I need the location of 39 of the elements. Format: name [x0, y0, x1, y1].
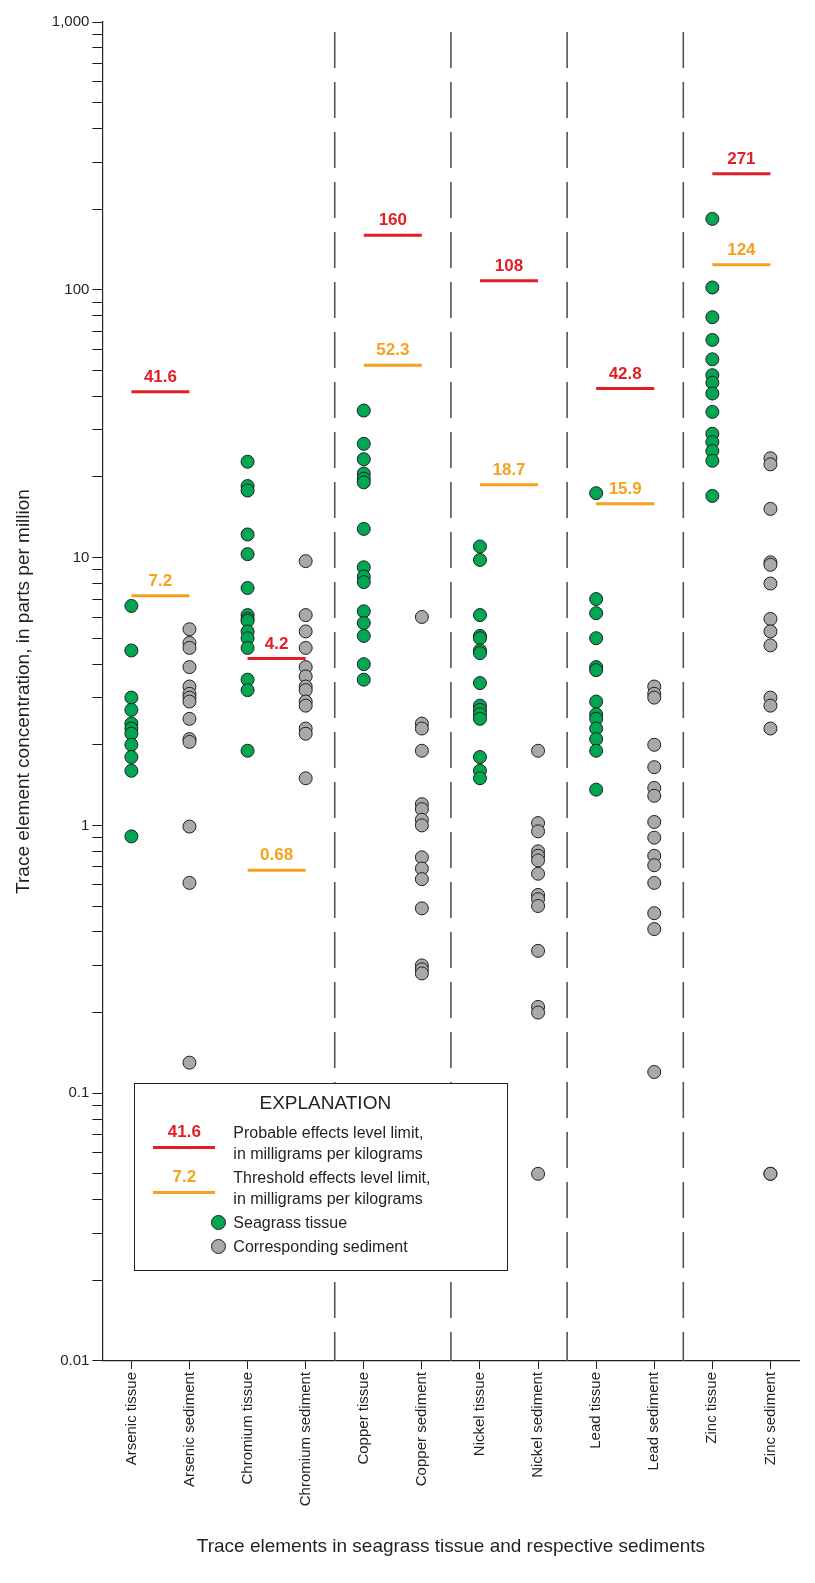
- x-tick-label: Zinc sediment: [760, 1371, 778, 1466]
- x-tick-label: Zinc tissue: [702, 1371, 720, 1444]
- x-axis-title: Trace elements in seagrass tissue and respective sediments: [196, 1534, 706, 1556]
- text: 41.6: [167, 1121, 201, 1141]
- data-label: 160: [378, 210, 408, 230]
- legend-label: Corresponding sediment: [233, 1237, 408, 1257]
- text: 7.2: [172, 1166, 197, 1186]
- y-tick-label: 0.01: [60, 1351, 90, 1369]
- data-label: 4.2: [264, 633, 289, 653]
- y-tick-label: 10: [72, 547, 90, 565]
- data-label: 15.9: [608, 478, 642, 498]
- x-tick-label: Nickel sediment: [528, 1371, 546, 1478]
- x-tick-label: Chromium tissue: [237, 1371, 255, 1485]
- legend-label: Threshold effects level limit, in milligrams per kilograms: [233, 1168, 431, 1209]
- data-label: 7.2: [148, 570, 173, 590]
- x-tick-label: Arsenic sediment: [179, 1371, 197, 1488]
- legend-label: Seagrass tissue: [233, 1213, 348, 1233]
- legend-title: EXPLANATION: [258, 1091, 393, 1114]
- data-label: 271: [727, 149, 756, 169]
- x-tick-label: Arsenic tissue: [121, 1371, 139, 1466]
- x-tick-label: Nickel tissue: [470, 1371, 488, 1457]
- data-label: 41.6: [143, 366, 177, 386]
- data-label: 124: [727, 239, 757, 259]
- data-label: 18.7: [492, 459, 526, 479]
- data-label: 52.3: [376, 340, 410, 360]
- y-tick-label: 1: [80, 815, 90, 833]
- y-tick-label: 1,000: [51, 12, 90, 30]
- data-label: 108: [494, 256, 524, 276]
- y-tick-label: 0.1: [68, 1083, 90, 1101]
- data-label: 42.8: [608, 363, 642, 383]
- x-tick-label: Copper tissue: [353, 1371, 371, 1465]
- x-tick-label: Lead tissue: [586, 1371, 604, 1449]
- data-label: 0.68: [260, 845, 294, 865]
- y-axis-title: Trace element concentration, in parts per million: [11, 489, 33, 894]
- legend-label: Probable effects level limit, in milligrams per kilograms: [233, 1123, 424, 1164]
- x-tick-label: Lead sediment: [644, 1371, 662, 1471]
- y-tick-label: 100: [64, 279, 90, 297]
- x-tick-label: Chromium sediment: [295, 1371, 313, 1507]
- x-tick-label: Copper sediment: [412, 1371, 430, 1487]
